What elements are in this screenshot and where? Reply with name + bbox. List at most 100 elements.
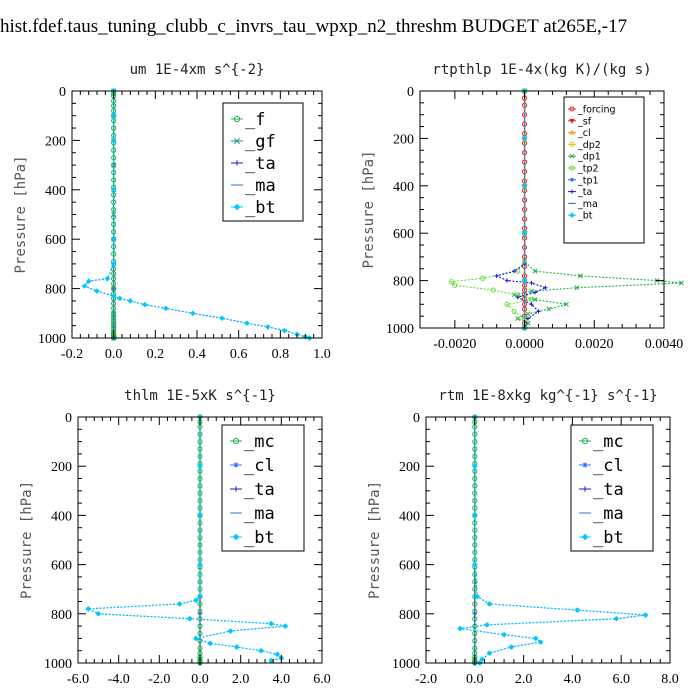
figure-title: hist.fdef.taus_tuning_clubb_c_invrs_tau_… — [0, 16, 628, 37]
legend-label: _ma — [577, 199, 598, 210]
data-point — [282, 623, 289, 629]
data-point — [574, 607, 581, 613]
chart-panel-1: um 1E-4xm s^{-2} Pressure [hPa] -0.2 0.0 0.2… — [13, 62, 331, 362]
data-point — [532, 635, 539, 642]
x-tick-label: 0.0 — [466, 672, 484, 687]
chart-panel-2: rtpthlp 1E-4x(kg K)/(kg s) Pressure [hPa]… — [361, 62, 684, 352]
legend-marker — [569, 165, 575, 171]
data-point — [110, 186, 117, 193]
x-tick-label: 0.0000 — [505, 337, 544, 352]
y-tick-label: 200 — [51, 460, 72, 475]
data-point — [521, 313, 528, 319]
x-tick-label: -2.0 — [415, 672, 437, 687]
data-point — [219, 315, 225, 322]
data-point — [274, 651, 281, 658]
data-point — [448, 279, 454, 285]
y-tick-label: 200 — [393, 132, 414, 147]
x-tick-label: 6.0 — [612, 672, 630, 687]
data-point — [94, 288, 100, 294]
data-point — [110, 293, 117, 299]
data-point — [532, 268, 538, 274]
y-tick-label: 800 — [45, 283, 66, 298]
y-tick-label: 1000 — [38, 332, 66, 347]
x-tick-label: -2.0 — [148, 672, 170, 687]
data-point — [525, 316, 531, 321]
data-point — [457, 625, 463, 632]
data-point — [268, 620, 274, 627]
y-tick-label: 600 — [393, 227, 414, 242]
legend-label: _forcing — [577, 105, 616, 116]
x-tick-label: 0.0 — [191, 672, 209, 687]
y-axis-label: Pressure [hPa] — [19, 481, 35, 599]
y-tick-label: 1000 — [386, 322, 414, 337]
series-bt — [81, 88, 313, 341]
legend-marker — [232, 533, 240, 541]
series-tp2 — [448, 88, 535, 331]
legend-label: _bt — [244, 528, 275, 548]
panel-title: rtpthlp 1E-4x(kg K)/(kg s) — [432, 62, 651, 78]
y-axis-label: Pressure [hPa] — [367, 481, 383, 599]
legend: _forcing_sf_cl_dp2_dp1_tp2_tp1_ta_ma_bt — [563, 96, 645, 244]
data-point — [176, 601, 183, 607]
legend-label: _ta — [245, 154, 276, 174]
legend-marker — [569, 212, 575, 218]
data-point — [197, 593, 203, 600]
legend-label: _tp1 — [577, 175, 599, 186]
data-point — [546, 306, 552, 312]
y-tick-label: 400 — [51, 509, 72, 524]
data-point — [479, 656, 485, 663]
data-point — [162, 305, 169, 312]
legend-label: _ma — [245, 176, 276, 196]
y-tick-label: 200 — [45, 134, 66, 149]
legend-label: _ma — [593, 504, 624, 524]
legend-marker — [570, 189, 574, 194]
data-point — [536, 309, 541, 314]
data-point — [85, 606, 91, 612]
series-ta — [494, 88, 548, 331]
legend-label: _ta — [577, 187, 592, 198]
x-tick-label: 0.0020 — [575, 337, 614, 352]
data-point — [197, 520, 203, 526]
x-tick-label: 0.6 — [230, 347, 248, 362]
legend-box — [563, 96, 645, 244]
panel-title: thlm 1E-5xK s^{-1} — [124, 388, 276, 404]
series-line — [495, 91, 547, 329]
y-tick-label: 0 — [65, 411, 72, 426]
legend-marker — [581, 533, 589, 541]
data-point — [486, 601, 493, 607]
data-point — [471, 463, 478, 470]
legend-label: _mc — [244, 432, 275, 452]
y-tick-label: 600 — [399, 559, 420, 574]
data-point — [504, 301, 510, 307]
series-bt — [85, 414, 289, 664]
data-point — [207, 640, 213, 647]
data-point — [474, 593, 481, 600]
data-point — [281, 327, 288, 334]
data-point — [197, 561, 203, 568]
legend-label: _mc — [593, 432, 624, 452]
x-tick-label: 6.0 — [313, 672, 331, 687]
data-point — [486, 650, 493, 656]
legend-label: _dp1 — [577, 152, 601, 163]
y-tick-label: 800 — [399, 608, 420, 623]
data-point — [111, 103, 117, 109]
data-point — [127, 298, 134, 304]
data-point — [472, 520, 478, 526]
data-point — [525, 311, 531, 317]
data-point — [111, 169, 117, 176]
legend-label: _bt — [593, 528, 624, 548]
x-tick-label: 4.0 — [273, 672, 291, 687]
legend-marker — [232, 437, 240, 445]
data-point — [577, 273, 583, 279]
legend-label: _cl — [244, 456, 275, 476]
data-point — [244, 320, 250, 326]
data-point — [529, 302, 534, 307]
data-point — [233, 644, 240, 650]
data-point — [452, 282, 458, 288]
data-point — [515, 316, 521, 321]
y-tick-label: 800 — [51, 608, 72, 623]
data-point — [117, 295, 123, 302]
legend-marker — [233, 486, 239, 492]
legend-marker — [581, 437, 589, 445]
